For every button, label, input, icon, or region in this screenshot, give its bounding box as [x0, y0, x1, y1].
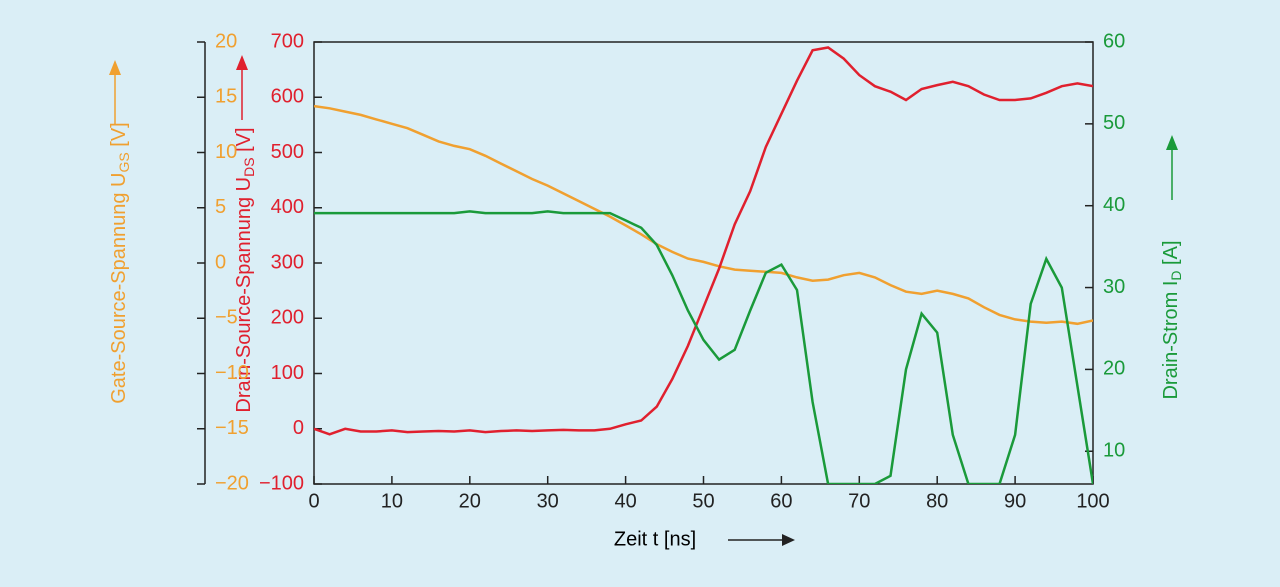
y-tick-label: 600	[271, 86, 304, 108]
y-tick-label: 400	[271, 196, 304, 218]
label-text: Gate-Source-Spannung U	[108, 173, 130, 404]
series-line	[314, 104, 1093, 326]
series-line	[314, 210, 1093, 484]
y3-tick-label: 0	[215, 251, 226, 273]
x-tick-label: 30	[537, 490, 559, 512]
label-sub: GS	[116, 152, 132, 172]
y-tick-label: 200	[271, 307, 304, 329]
y-tick-label: 700	[271, 30, 304, 52]
y-tick-label: 500	[271, 141, 304, 163]
y3-tick-label: −15	[215, 417, 249, 439]
y3-tick-label: 10	[215, 141, 237, 163]
y3-tick-label: 5	[215, 196, 226, 218]
label-unit: [V]	[108, 122, 130, 152]
y2-tick-label: 50	[1103, 112, 1125, 134]
y2-tick-label: 30	[1103, 276, 1125, 298]
x-tick-label: 50	[692, 490, 714, 512]
series-line	[314, 46, 1093, 436]
y-tick-label: −100	[259, 472, 304, 494]
y3-tick-label: −20	[215, 472, 249, 494]
y-tick-label: 100	[271, 362, 304, 384]
y-tick-label: 0	[293, 417, 304, 439]
y2-tick-label: 40	[1103, 194, 1125, 216]
x-tick-label: 60	[770, 490, 792, 512]
y-tick-label: 300	[271, 251, 304, 273]
x-tick-label: 100	[1076, 490, 1109, 512]
x-tick-label: 0	[308, 490, 319, 512]
x-tick-label: 20	[459, 490, 481, 512]
x-axis-label: Zeit t [ns]	[614, 528, 696, 550]
y3-tick-label: 15	[215, 86, 237, 108]
x-tick-label: 90	[1004, 490, 1026, 512]
label-text: Drain-Source-Spannung U	[233, 177, 255, 413]
x-tick-label: 40	[614, 490, 636, 512]
label-sub: D	[1168, 270, 1184, 280]
y3-tick-label: −10	[215, 362, 249, 384]
y3-axis-label: Gate-Source-Spannung UGS [V]	[108, 122, 131, 404]
y-axis-label: Drain-Source-Spannung UDS [V]	[233, 127, 256, 412]
y2-tick-label: 60	[1103, 30, 1125, 52]
label-sub: DS	[241, 157, 257, 176]
x-tick-label: 80	[926, 490, 948, 512]
label-unit: [A]	[1160, 240, 1182, 270]
y2-arrow-head	[1166, 135, 1178, 150]
y2-axis-label: Drain-Strom ID [A]	[1160, 240, 1183, 399]
y3-arrow-head	[109, 60, 121, 75]
label-text: Drain-Strom I	[1160, 281, 1182, 400]
y3-tick-label: −5	[215, 307, 238, 329]
x-tick-label: 10	[381, 490, 403, 512]
y2-tick-label: 20	[1103, 358, 1125, 380]
label-unit: [V]	[233, 127, 255, 157]
x-tick-label: 70	[848, 490, 870, 512]
y2-tick-label: 10	[1103, 440, 1125, 462]
y3-tick-label: 20	[215, 30, 237, 52]
x-arrow-head	[782, 534, 795, 546]
y-arrow-head	[236, 55, 248, 70]
